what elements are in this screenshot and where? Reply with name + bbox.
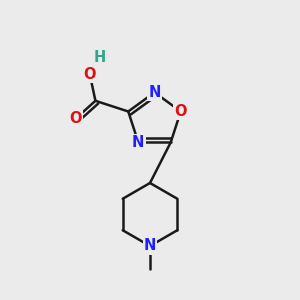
- Text: N: N: [148, 85, 161, 100]
- Text: H: H: [94, 50, 106, 65]
- Text: N: N: [132, 135, 145, 150]
- Text: N: N: [144, 238, 156, 253]
- Text: O: O: [69, 111, 82, 126]
- Text: O: O: [175, 104, 187, 119]
- Text: O: O: [84, 67, 96, 82]
